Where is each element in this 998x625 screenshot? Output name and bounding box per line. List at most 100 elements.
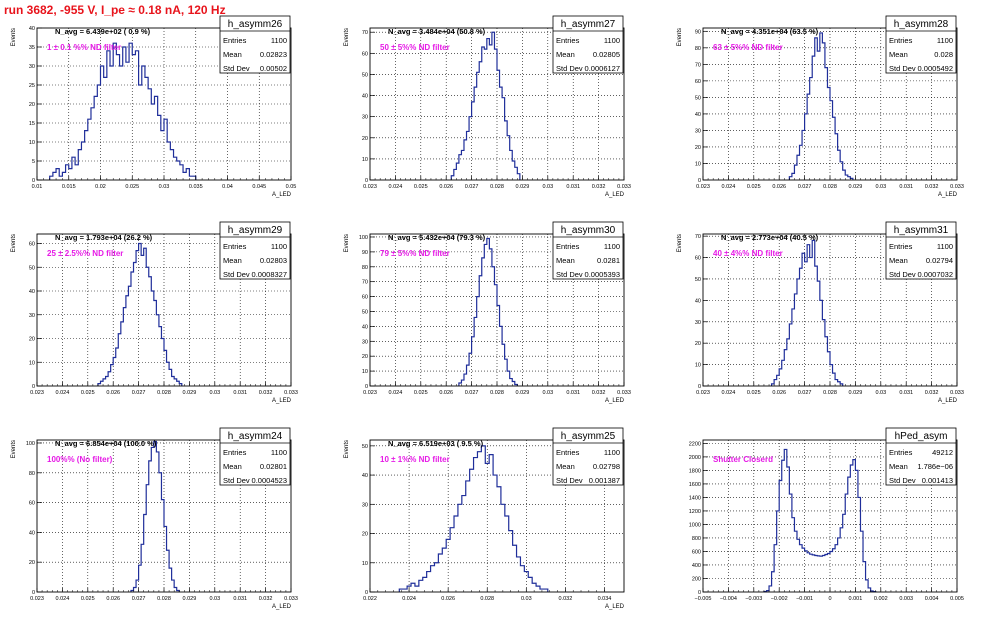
stats-label: Std Dev [223,476,250,485]
navg-label: N_avg = 1.793e+04 (26.2 %) [55,233,153,242]
stats-value: 0.02794 [926,256,953,265]
stats-label: Mean [223,462,242,471]
y-tick-label: 50 [695,95,701,101]
y-tick-label: 0 [698,590,701,596]
y-tick-label: 0 [32,178,35,184]
y-axis-title: Events [11,440,17,458]
y-tick-label: 10 [29,360,35,366]
y-tick-label: 70 [695,62,701,68]
x-tick-label: 0.033 [950,390,964,396]
y-tick-label: 70 [362,280,368,286]
x-tick-label: 0.029 [516,390,530,396]
x-tick-label: −0.003 [745,596,762,602]
filter-annotation: 63 ± 5%% ND filter [713,43,783,52]
stats-label: Std Dev [889,270,916,279]
x-tick-label: 0.029 [183,596,197,602]
x-tick-label: 0.032 [925,184,939,190]
y-tick-label: 30 [362,115,368,121]
y-tick-label: 15 [29,121,35,127]
x-tick-label: 0.023 [363,390,377,396]
stats-label: Entries [223,242,247,251]
y-axis-title: Events [677,28,683,46]
y-tick-label: 2000 [689,455,701,461]
stats-value: 1.786e−06 [917,462,953,471]
y-tick-label: 200 [692,576,701,582]
x-tick-label: 0.027 [132,596,146,602]
y-axis-title: Events [344,234,350,252]
x-axis-title: A_LED [605,192,625,198]
x-tick-label: 0.03 [209,390,220,396]
x-tick-label: 0.025 [747,390,761,396]
y-tick-label: 20 [362,136,368,142]
y-axis-title: Events [677,234,683,252]
x-tick-label: 0.031 [899,390,913,396]
histogram-outline [788,32,854,180]
y-tick-label: 10 [695,161,701,167]
y-tick-label: 50 [362,72,368,78]
y-tick-label: 20 [29,337,35,343]
y-tick-label: 10 [362,561,368,567]
stats-label: Std Dev [889,64,916,73]
filter-annotation: 1 ± 0.1 %% ND filter [47,43,121,52]
x-tick-label: 0.025 [414,184,428,190]
histogram-outline [49,42,197,180]
x-tick-label: −0.001 [796,596,813,602]
y-tick-label: 10 [695,363,701,369]
x-tick-label: 0.029 [849,184,863,190]
page-title: run 3682, -955 V, I_pe ≈ 0.18 nA, 120 Hz [4,3,226,17]
x-tick-label: 0.045 [252,184,266,190]
panel-h_asymm26: 0.01 0.015 0.02 0.025 0.03 0.035 0.04 0.045 0.05… [11,15,296,198]
x-tick-label: 0.03 [209,596,220,602]
y-tick-label: 1400 [689,495,701,501]
stats-value: 49212 [932,448,953,457]
x-tick-label: 0.026 [439,184,453,190]
x-tick-label: 0.031 [233,596,247,602]
stats-value: 0.0008327 [252,270,287,279]
y-tick-label: 60 [362,51,368,57]
x-tick-label: 0.025 [81,596,95,602]
y-tick-label: 40 [362,324,368,330]
x-tick-label: 0.026 [439,390,453,396]
y-tick-label: 5 [32,159,35,165]
x-tick-label: 0.023 [363,184,377,190]
x-axis-title: A_LED [938,398,958,404]
stats-value: 1100 [604,448,620,457]
y-axis-title: Events [344,440,350,458]
x-tick-label: 0.032 [925,390,939,396]
x-tick-label: 0.035 [189,184,203,190]
y-tick-label: 20 [362,354,368,360]
x-tick-label: 0.025 [125,184,139,190]
stats-title: h_asymm29 [228,225,283,236]
y-tick-label: 40 [695,298,701,304]
x-tick-label: 0.003 [899,596,913,602]
y-tick-label: 10 [362,369,368,375]
stats-box [219,427,291,486]
y-tick-label: 100 [26,441,35,447]
navg-label: N_avg = 3.484e+04 (50.8 %) [388,27,486,36]
panel-h_asymm30: 0.023 0.024 0.025 0.026 0.027 0.028 0.029 0.03 0… [344,221,631,404]
x-axis-title: A_LED [272,398,292,404]
x-tick-label: 0.031 [566,390,580,396]
x-tick-label: 0.029 [849,390,863,396]
y-tick-label: 10 [362,157,368,163]
y-axis-title: Events [11,28,17,46]
x-tick-label: 0.027 [798,184,812,190]
x-tick-label: −0.005 [695,596,712,602]
filter-annotation: 100%% (No filter) [47,455,113,464]
stats-label: Std Dev [889,476,916,485]
stats-label: Entries [556,448,580,457]
x-tick-label: 0.033 [617,390,631,396]
x-tick-label: 0.028 [490,390,504,396]
stats-value: 0.02803 [260,256,287,265]
y-tick-label: 60 [29,242,35,248]
navg-label: N_avg = 5.432e+04 (79.3 %) [388,233,486,242]
stats-value: 1100 [271,448,287,457]
histogram-outline [458,237,518,386]
histogram-outline [763,448,877,593]
stats-label: Entries [889,242,913,251]
x-tick-label: 0.04 [222,184,233,190]
x-tick-label: 0.026 [106,390,120,396]
stats-label: Mean [889,462,908,471]
x-tick-label: 0.032 [259,390,273,396]
filter-annotation: 25 ± 2.5%% ND filter [47,249,123,258]
